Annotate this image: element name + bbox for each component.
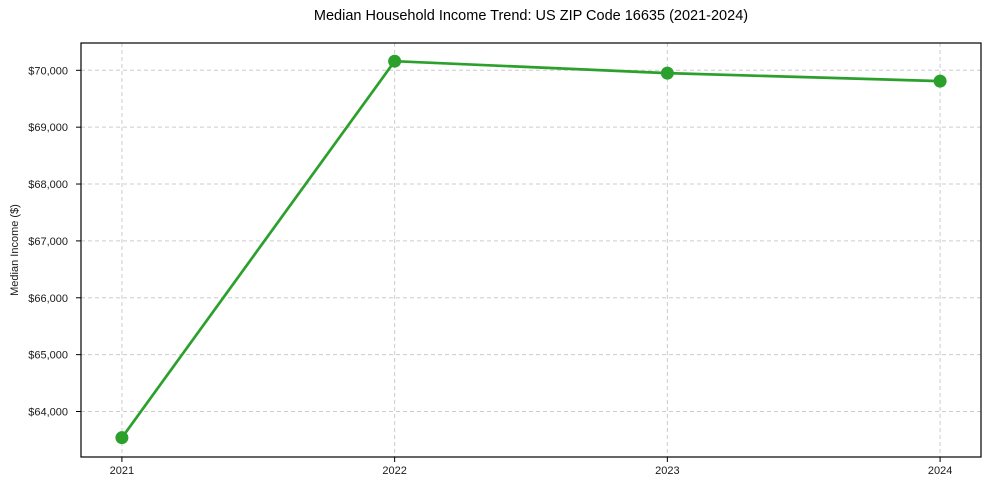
y-tick-label: $67,000 bbox=[28, 236, 68, 248]
data-point-marker bbox=[660, 66, 674, 80]
y-tick-label: $64,000 bbox=[28, 407, 68, 419]
data-point-marker bbox=[388, 54, 402, 68]
data-point-marker bbox=[933, 74, 947, 88]
x-tick-label: 2022 bbox=[382, 465, 406, 477]
x-tick-label: 2023 bbox=[655, 465, 679, 477]
x-tick-label: 2024 bbox=[928, 465, 952, 477]
plot-border bbox=[80, 42, 982, 458]
y-tick-label: $70,000 bbox=[28, 65, 68, 77]
y-tick-label: $68,000 bbox=[28, 179, 68, 191]
y-tick-label: $65,000 bbox=[28, 350, 68, 362]
chart-title: Median Household Income Trend: US ZIP Co… bbox=[313, 8, 749, 24]
y-tick-label: $69,000 bbox=[28, 122, 68, 134]
x-tick-label: 2021 bbox=[110, 465, 134, 477]
data-point-marker bbox=[115, 431, 129, 445]
trend-line bbox=[120, 59, 942, 440]
y-tick-label: $66,000 bbox=[28, 293, 68, 305]
